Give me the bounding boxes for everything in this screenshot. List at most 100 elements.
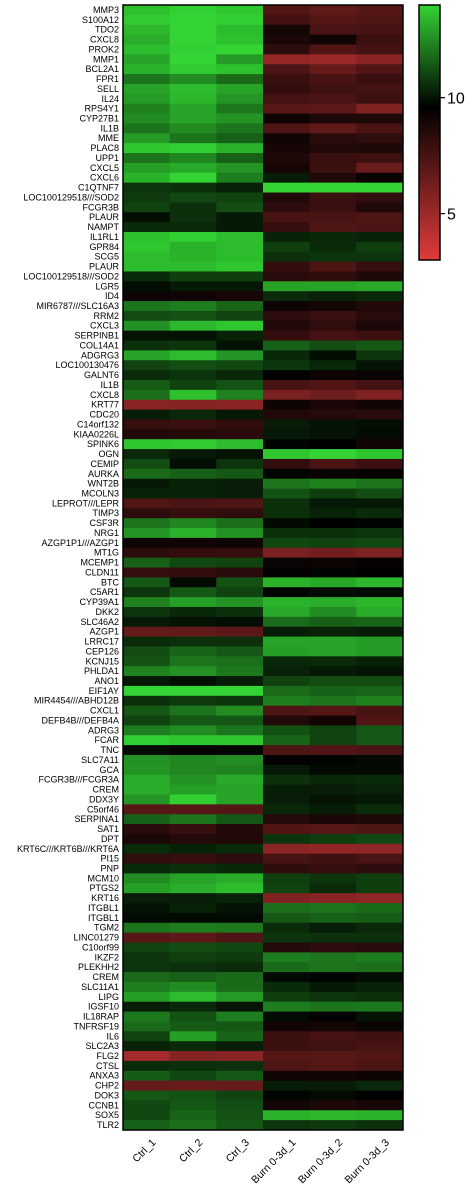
heatmap-cell (169, 1011, 217, 1022)
heatmap-cell (356, 942, 404, 953)
row-label: MCM10 (87, 873, 119, 883)
heatmap-cell (123, 587, 171, 598)
heatmap-cell (169, 123, 217, 134)
heatmap-cell (263, 636, 311, 647)
heatmap-cell (309, 528, 357, 539)
heatmap-cell (123, 745, 171, 756)
heatmap-cell (169, 202, 217, 213)
heatmap-cell (216, 981, 264, 993)
heatmap-cell (123, 547, 171, 559)
heatmap-cell (169, 863, 217, 874)
heatmap-cell (356, 182, 404, 193)
heatmap-cell (309, 557, 357, 568)
heatmap-cell (216, 656, 264, 667)
heatmap-cell (356, 103, 404, 114)
heatmap-cell (123, 1090, 171, 1101)
heatmap-cell (123, 439, 171, 450)
heatmap-cell (263, 1080, 311, 1091)
heatmap-cell (356, 172, 404, 184)
heatmap-cell (263, 764, 311, 776)
heatmap-cell (216, 646, 264, 657)
heatmap-cell (356, 212, 404, 223)
heatmap-cell (216, 636, 264, 647)
heatmap-cell (216, 824, 264, 835)
heatmap-cell (356, 922, 404, 934)
heatmap-cell (216, 182, 264, 193)
heatmap-cell (309, 952, 357, 963)
heatmap-cell (169, 488, 217, 499)
heatmap-cell (123, 843, 171, 855)
heatmap-cell (263, 1090, 311, 1101)
heatmap-cell (123, 340, 171, 351)
heatmap-cell (216, 350, 264, 361)
heatmap-cell (216, 251, 264, 262)
heatmap-cell (216, 695, 264, 707)
heatmap-cell (356, 567, 404, 578)
heatmap-cell (123, 952, 171, 963)
heatmap-cell (169, 597, 217, 608)
heatmap-cell (169, 616, 217, 628)
heatmap-cell (356, 824, 404, 835)
heatmap-cell (123, 1100, 171, 1111)
heatmap-cell (263, 606, 311, 618)
heatmap-cell (216, 162, 264, 174)
heatmap-cell (123, 646, 171, 657)
heatmap-cell (169, 261, 217, 272)
heatmap-cell (169, 74, 217, 85)
heatmap-cell (123, 103, 171, 114)
heatmap-cell (123, 34, 171, 45)
heatmap-cell (356, 429, 404, 440)
heatmap-cell (263, 567, 311, 578)
row-label: KRT16 (91, 893, 119, 903)
heatmap-cell (263, 577, 311, 588)
heatmap-cell (263, 340, 311, 351)
heatmap-cell (309, 991, 357, 1003)
heatmap-cell (123, 5, 171, 16)
heatmap-cell (263, 162, 311, 174)
row-label: KRT6C///KRT6B///KRT6A (17, 844, 119, 854)
heatmap-cell (169, 271, 217, 282)
heatmap-cell (263, 1041, 311, 1052)
heatmap-cell (309, 636, 357, 647)
row-label: DEFB4B///DEFB4A (41, 715, 119, 725)
heatmap-cell (169, 241, 217, 253)
heatmap-cell (309, 725, 357, 736)
heatmap-cell (263, 903, 311, 914)
heatmap-cell (263, 241, 311, 253)
heatmap-cell (169, 735, 217, 746)
column-label: Ctrl_2 (177, 1137, 205, 1165)
heatmap-cell (309, 478, 357, 489)
heatmap-cell (123, 528, 171, 539)
heatmap-cell (263, 695, 311, 707)
heatmap-cell (216, 1080, 264, 1091)
heatmap-cell (123, 695, 171, 707)
heatmap-cell (356, 873, 404, 884)
heatmap-cell (216, 449, 264, 460)
heatmap-cell (356, 291, 404, 302)
heatmap-cell (309, 468, 357, 480)
heatmap-cell (309, 458, 357, 470)
heatmap-cell (123, 153, 171, 164)
heatmap-cell (123, 518, 171, 529)
heatmap-cell (123, 419, 171, 430)
row-label: FCGR3B (82, 202, 119, 212)
heatmap-cell (356, 518, 404, 529)
heatmap-cell (356, 725, 404, 736)
row-label: CXCL3 (90, 321, 119, 331)
heatmap-cell (356, 1120, 404, 1131)
heatmap-cell (356, 24, 404, 36)
heatmap-cell (263, 153, 311, 164)
row-label: RRM2 (93, 311, 119, 321)
heatmap-cell (309, 54, 357, 65)
heatmap-cell (356, 1080, 404, 1091)
heatmap-cell (356, 439, 404, 450)
heatmap-cell (309, 705, 357, 716)
heatmap-cell (263, 833, 311, 845)
heatmap-cell (356, 1011, 404, 1022)
heatmap-cell (123, 350, 171, 361)
heatmap-cell (216, 735, 264, 746)
heatmap-cell (216, 488, 264, 499)
heatmap-cell (123, 774, 171, 786)
heatmap-cell (309, 843, 357, 855)
